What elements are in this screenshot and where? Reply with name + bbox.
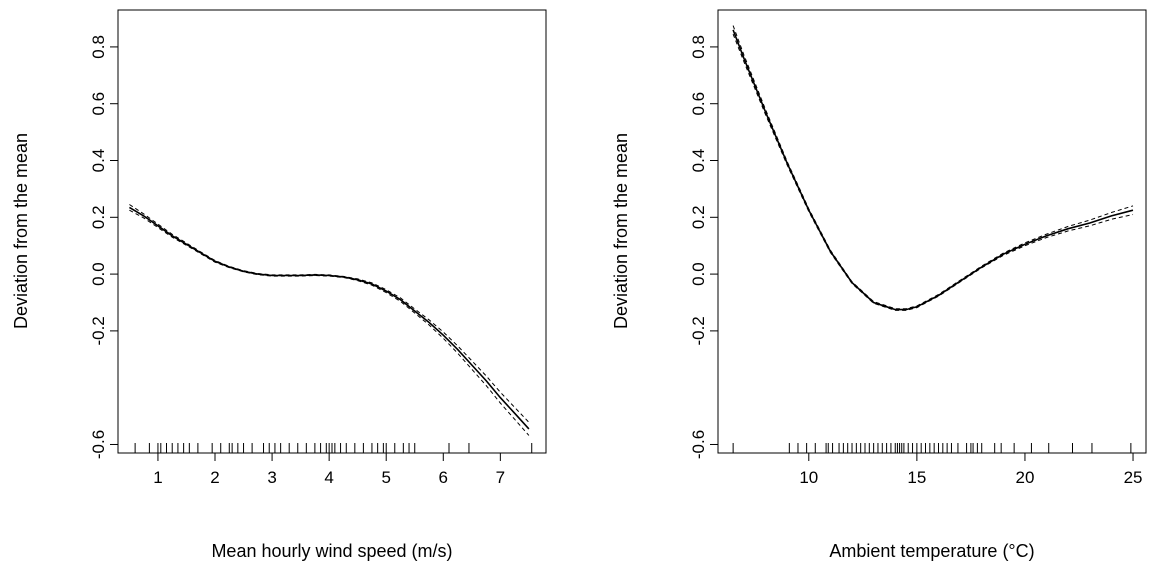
y-tick-label: 0.6 — [689, 92, 708, 116]
rug — [732, 443, 1132, 453]
y-tick-label: -0.2 — [89, 316, 108, 345]
y-axis: -0.6 -0.2 0.0 0.2 0.4 0.6 0.8 — [89, 35, 118, 459]
y-axis: -0.6 -0.2 0.0 0.2 0.4 0.6 0.8 — [689, 35, 718, 459]
x-tick-label: 10 — [799, 468, 818, 487]
y-tick-label: 0.2 — [689, 205, 708, 229]
y-axis-title: Deviation from the mean — [611, 133, 631, 329]
y-tick-label: -0.2 — [689, 316, 708, 345]
x-tick-label: 2 — [210, 468, 219, 487]
x-axis-title: Ambient temperature (°C) — [829, 541, 1034, 561]
x-tick-label: 3 — [267, 468, 276, 487]
x-axis: 10 15 20 25 — [799, 453, 1142, 487]
x-tick-label: 1 — [153, 468, 162, 487]
smooth-curves — [128, 204, 530, 436]
y-tick-label: 0.8 — [689, 35, 708, 59]
y-tick-label: 0.2 — [89, 205, 108, 229]
x-axis: 1 2 3 4 5 6 7 — [153, 453, 505, 487]
y-tick-label: 0.4 — [689, 149, 708, 173]
plot-frame — [717, 9, 1147, 454]
lower-ci-line — [129, 209, 530, 436]
x-tick-label: 7 — [496, 468, 505, 487]
lower-ci-line — [732, 33, 1134, 311]
y-tick-label: 0.0 — [689, 262, 708, 286]
upper-ci-line — [732, 25, 1134, 310]
y-tick-label: -0.6 — [89, 430, 108, 459]
upper-ci-line — [129, 204, 530, 423]
x-tick-label: 4 — [324, 468, 333, 487]
y-tick-label: 0.6 — [89, 92, 108, 116]
x-tick-label: 20 — [1015, 468, 1034, 487]
temperature-panel: -0.6 -0.2 0.0 0.2 0.4 0.6 0.8 10 15 20 25 Deviati… — [611, 9, 1147, 561]
fit-line — [128, 206, 530, 430]
x-tick-label: 5 — [381, 468, 390, 487]
y-tick-label: 0.8 — [89, 35, 108, 59]
y-tick-label: 0.4 — [89, 149, 108, 173]
rug — [134, 443, 533, 453]
smooth-curves — [732, 25, 1134, 311]
x-tick-label: 25 — [1124, 468, 1143, 487]
y-axis-title: Deviation from the mean — [11, 133, 31, 329]
plot-frame — [117, 9, 547, 454]
y-tick-label: -0.6 — [689, 430, 708, 459]
wind-speed-panel: -0.6 -0.2 0.0 0.2 0.4 0.6 0.8 1 2 3 4 5 6 7 Deviatio… — [11, 9, 547, 561]
x-tick-label: 6 — [439, 468, 448, 487]
fit-line — [732, 29, 1134, 311]
y-tick-label: 0.0 — [89, 262, 108, 286]
x-axis-title: Mean hourly wind speed (m/s) — [211, 541, 452, 561]
x-tick-label: 15 — [907, 468, 926, 487]
